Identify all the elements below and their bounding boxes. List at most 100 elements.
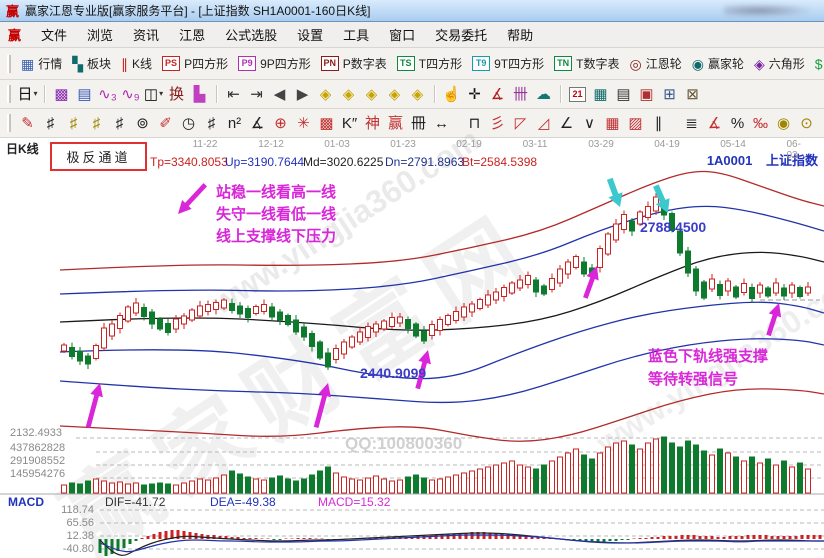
tool-candle-style[interactable]: ◫ ▾	[142, 83, 165, 105]
macd-scale-label: -40.80	[62, 543, 94, 555]
draw-booklet-grid[interactable]: 冊	[407, 112, 430, 134]
tool-expand[interactable]: ◈	[406, 83, 429, 105]
menu-trade[interactable]: 交易委托	[435, 28, 488, 43]
menu-tools[interactable]: 工具	[343, 28, 370, 43]
draw-gann-ruler[interactable]: ✐	[154, 112, 177, 134]
draw-pencil[interactable]: ✎	[16, 112, 39, 134]
draw-web-star[interactable]: ✳	[292, 112, 315, 134]
tool-stock-swap[interactable]: 换	[165, 83, 188, 105]
menu-file[interactable]: 文件	[41, 28, 68, 43]
tool-zoom-horizontal-icon: ◈	[365, 85, 378, 103]
btn-quotes[interactable]: ▦ 行情	[16, 53, 67, 74]
tool-wave-3[interactable]: ∿₃	[96, 83, 119, 105]
btn-t-number-table[interactable]: TN T数字表	[549, 53, 624, 74]
tool-period-day[interactable]: 日 ▾	[16, 83, 39, 105]
draw-spiral[interactable]: ⊚	[131, 112, 154, 134]
btn-kline[interactable]: ∥ K线	[116, 53, 157, 74]
draw-web-square[interactable]: ▩	[315, 112, 338, 134]
draw-percent[interactable]: %	[726, 112, 749, 134]
tool-hand[interactable]: ☝	[440, 83, 463, 105]
draw-angle-icon: ∡	[250, 114, 265, 132]
draw-gann-grid-gold-2[interactable]: ♯	[85, 112, 108, 134]
tool-export-data[interactable]: ⊠	[681, 83, 704, 105]
btn-winner-wheel[interactable]: ◉ 赢家轮	[687, 53, 749, 74]
tool-smart-cloud[interactable]: ☁	[532, 83, 555, 105]
tool-zoom-horizontal[interactable]: ◈	[360, 83, 383, 105]
draw-shen-grid[interactable]: 神	[361, 112, 384, 134]
channel-indicator-value: Up=3190.7644	[225, 155, 305, 169]
tool-last-page[interactable]: ⇥	[245, 83, 268, 105]
btn-gann-wheel[interactable]: ◎ 江恩轮	[624, 53, 686, 74]
draw-grid-dense[interactable]: ♯	[200, 112, 223, 134]
tool-shift-left-icon: ◈	[319, 85, 332, 103]
btn-winner-wheel-label: 赢家轮	[707, 57, 744, 71]
draw-gold-line[interactable]: ⊙	[795, 112, 818, 134]
draw-circle-cross[interactable]: ⊕	[269, 112, 292, 134]
menu-news[interactable]: 资讯	[133, 28, 160, 43]
tool-calendar[interactable]: 21	[566, 83, 589, 105]
menu-settings[interactable]: 设置	[297, 28, 324, 43]
draw-gold-circle[interactable]: ◉	[772, 112, 795, 134]
btn-sectors[interactable]: ▚ 板块	[67, 53, 116, 74]
draw-fan-box[interactable]: ◸	[509, 112, 532, 134]
tool-shift-right[interactable]: ◈	[337, 83, 360, 105]
draw-box-posts[interactable]: ⊓	[463, 112, 486, 134]
tool-export-image[interactable]: ⊞	[658, 83, 681, 105]
draw-time-cycle[interactable]: ◷	[177, 112, 200, 134]
tool-memo[interactable]: ▤	[73, 83, 96, 105]
btn-9p-square[interactable]: P9 9P四方形	[233, 53, 316, 74]
toolbar-grip	[7, 85, 11, 103]
draw-angle-percent[interactable]: ∡	[703, 112, 726, 134]
draw-parallel-lines[interactable]: ∥	[647, 112, 670, 134]
tool-save[interactable]: ▣	[635, 83, 658, 105]
watermark-qq: QQ:100800360	[345, 434, 463, 453]
draw-circle-cross-icon: ⊕	[274, 114, 287, 132]
draw-k-mark[interactable]: K″	[338, 112, 361, 134]
draw-width-measure[interactable]: ↔	[430, 112, 453, 134]
tool-shift-left[interactable]: ◈	[314, 83, 337, 105]
draw-steps[interactable]: ≣	[680, 112, 703, 134]
tool-first-page[interactable]: ⇤	[222, 83, 245, 105]
tool-overlay-pattern[interactable]: ▩	[50, 83, 73, 105]
draw-gann-grid[interactable]: ♯	[39, 112, 62, 134]
draw-angle[interactable]: ∡	[246, 112, 269, 134]
toolbar-grip	[7, 54, 11, 73]
tool-gann-band[interactable]: 卌	[509, 83, 532, 105]
tool-angle-ruler[interactable]: ∡	[486, 83, 509, 105]
draw-box-fan[interactable]: ◿	[532, 112, 555, 134]
btn-9t-square[interactable]: T9 9T四方形	[467, 53, 549, 74]
tool-prev-page[interactable]: ◀	[268, 83, 291, 105]
draw-fan-lines[interactable]: 彡	[486, 112, 509, 134]
draw-grid-box[interactable]: ▦	[601, 112, 624, 134]
chart-area[interactable]: 赢家财富网 www.yingjia360.com www.yingjia360.…	[0, 121, 824, 558]
btn-p-square[interactable]: PS P四方形	[157, 53, 233, 74]
btn-t-square[interactable]: TS T四方形	[392, 53, 467, 74]
menu-gann[interactable]: 江恩	[179, 28, 206, 43]
title-bar[interactable]: 赢 赢家江恩专业版[赢家服务平台] - [上证指数 SH1A0001-160日K…	[0, 0, 824, 22]
draw-percent-line[interactable]: ‰	[749, 112, 772, 134]
draw-zigzag[interactable]: ∨	[578, 112, 601, 134]
draw-ying-grid[interactable]: 赢	[384, 112, 407, 134]
tool-crosshair[interactable]: ✛	[463, 83, 486, 105]
menu-window[interactable]: 窗口	[389, 28, 416, 43]
draw-grid-arrow[interactable]: ▨	[624, 112, 647, 134]
tool-compress[interactable]: ◈	[383, 83, 406, 105]
dif-line	[99, 532, 824, 556]
menu-help[interactable]: 帮助	[507, 28, 534, 43]
draw-gann-grid-f[interactable]: ♯	[108, 112, 131, 134]
menu-formula-pick[interactable]: 公式选股	[225, 28, 278, 43]
draw-angle-lines[interactable]: ∠	[555, 112, 578, 134]
icon-dollar[interactable]: $	[810, 55, 824, 73]
tool-color-report[interactable]: ▙	[188, 83, 211, 105]
tool-calculator[interactable]: ▦	[589, 83, 612, 105]
draw-vertical-marker[interactable]: ⊥	[818, 112, 824, 134]
tool-wave-9[interactable]: ∿₉	[119, 83, 142, 105]
draw-n-square[interactable]: n²	[223, 112, 246, 134]
tool-report-doc[interactable]: ▤	[612, 83, 635, 105]
btn-p-number-table[interactable]: PN P数字表	[316, 53, 392, 74]
menu-browse[interactable]: 浏览	[87, 28, 114, 43]
tool-next-page[interactable]: ▶	[291, 83, 314, 105]
chart-canvas[interactable]	[0, 138, 824, 558]
btn-hexagon[interactable]: ◈ 六角形	[749, 53, 810, 74]
draw-gann-grid-gold-1[interactable]: ♯	[62, 112, 85, 134]
